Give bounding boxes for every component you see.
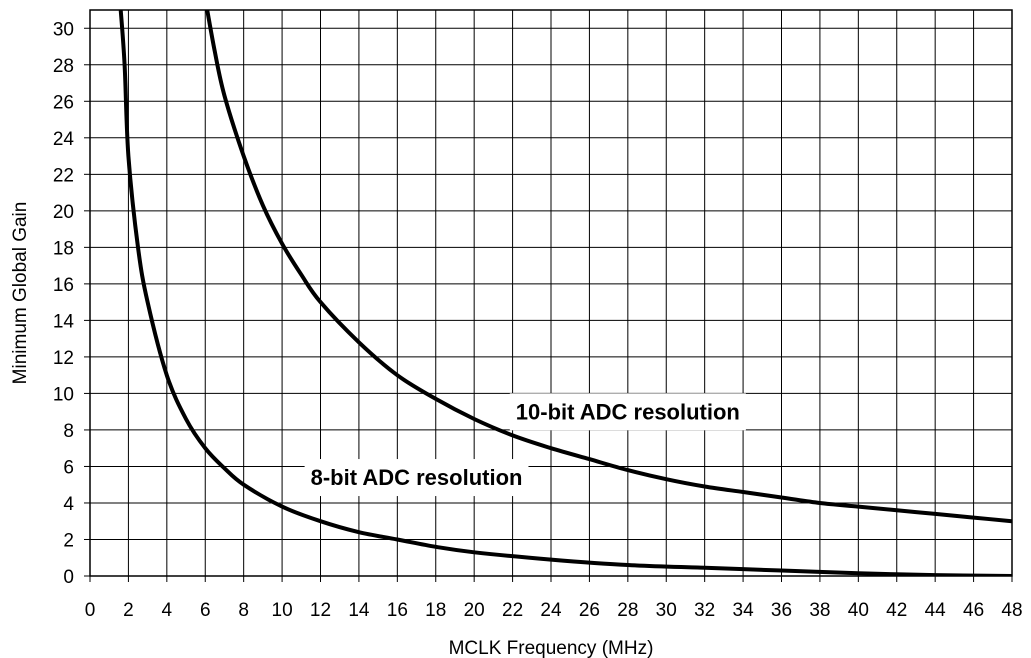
y-tick-label: 28 [53,56,74,77]
annotation-label: 8-bit ADC resolution [311,465,523,490]
series-line-2 [205,10,1012,524]
x-tick-label: 26 [579,600,600,621]
y-tick-label: 14 [53,311,75,332]
x-tick-label: 34 [733,600,755,621]
x-tick-label: 28 [617,600,638,621]
annotation-background [304,459,529,497]
x-tick-label: 42 [886,600,907,621]
y-tick-label: 0 [63,567,74,588]
x-tick-label: 10 [272,600,293,621]
annotation-1: 8-bit ADC resolution [304,459,529,497]
ticks: 0 2 4 6 8 10 12 14 16 18 20 22 24 26 28 30 32 34 36 38 40 42 4… [53,19,1023,621]
y-tick-label: 6 [63,457,74,478]
y-axis-title: Minimum Global Gain [10,202,31,385]
x-tick-label: 2 [123,600,134,621]
x-tick-label: 0 [85,600,96,621]
y-tick-label: 26 [53,92,74,113]
x-tick-label: 8 [238,600,249,621]
x-tick-label: 24 [540,600,562,621]
annotation-2: 10-bit ADC resolution [509,393,746,431]
y-tick-label: 8 [63,421,74,442]
x-tick-label: 40 [848,600,869,621]
annotation-label: 10-bit ADC resolution [516,399,740,424]
y-tick-label: 22 [53,165,74,186]
x-tick-label: 14 [348,600,370,621]
y-tick-label: 30 [53,19,74,40]
x-axis-title: MCLK Frequency (MHz) [449,638,654,658]
grid [89,10,1013,577]
x-tick-label: 46 [963,600,984,621]
y-tick-label: 18 [53,238,74,259]
x-tick-label: 44 [925,600,947,621]
y-tick-label: 12 [53,348,74,369]
y-tick-label: 24 [53,129,75,150]
x-tick-label: 4 [162,600,173,621]
x-tick-label: 12 [310,600,331,621]
y-tick-label: 2 [63,530,74,551]
series-line-1 [118,10,1012,576]
y-tick-label: 10 [53,384,74,405]
x-tick-label: 20 [464,600,485,621]
x-tick-label: 22 [502,600,523,621]
annotations: 8-bit ADC resolution 10-bit ADC resolutio… [304,393,746,497]
x-tick-label: 6 [200,600,211,621]
x-tick-label: 36 [771,600,792,621]
x-tick-label: 38 [809,600,830,621]
x-tick-label: 18 [425,600,446,621]
y-tick-label: 4 [63,494,74,515]
x-tick-label: 32 [694,600,715,621]
y-tick-label: 20 [53,202,74,223]
y-tick-label: 16 [53,275,74,296]
series-layer [118,10,1012,576]
annotation-background [509,393,746,431]
x-tick-label: 16 [387,600,408,621]
x-tick-label: 30 [656,600,677,621]
x-tick-label: 48 [1001,600,1022,621]
